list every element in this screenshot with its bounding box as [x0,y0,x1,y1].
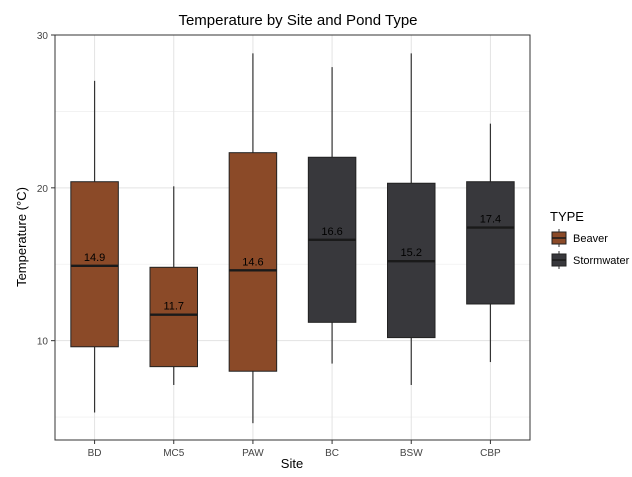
axis-ticks: 10 20 30 BD MC5 PAW BC BSW CBP [37,31,501,459]
legend-label: Stormwater [573,255,630,267]
x-tick-label: BD [88,448,102,459]
plot-border [54,34,531,441]
x-tick-label: PAW [242,448,264,459]
box-bsw: 15.2 [387,53,436,385]
box-mc5: 11.7 [149,186,198,385]
grid-lines [55,34,530,440]
median-label: 11.7 [163,301,184,313]
legend: TYPE Beaver Stormwater [550,209,630,269]
box-body [228,152,278,372]
legend-title: TYPE [550,209,584,224]
y-tick-label: 10 [37,337,49,348]
x-tick-label: BC [325,448,339,459]
y-tick-label: 30 [37,31,49,42]
box-cbp: 17.4 [466,123,515,363]
legend-label: Beaver [573,233,608,245]
box-bd: 14.9 [70,80,119,413]
x-axis-label: Site [281,456,303,471]
x-tick-label: BSW [400,448,423,459]
y-tick-label: 20 [37,184,49,195]
box-body [70,181,119,348]
median-label: 16.6 [321,226,342,238]
y-axis-label: Temperature (°C) [14,187,29,287]
legend-item-stormwater: Stormwater [551,251,630,269]
median-label: 17.4 [480,214,501,226]
legend-item-beaver: Beaver [551,229,608,247]
x-tick-label: MC5 [163,448,185,459]
box-bc: 16.6 [307,67,357,364]
median-label: 14.6 [242,256,263,268]
x-tick-label: CBP [480,448,501,459]
median-label: 15.2 [401,247,422,259]
box-body [149,266,198,368]
median-label: 14.9 [84,252,105,264]
box-paw: 14.6 [228,53,278,424]
chart-title: Temperature by Site and Pond Type [178,12,417,29]
boxes: 14.9 11.7 14.6 16.6 15.2 17.4 [70,53,515,424]
box-body [466,181,515,305]
